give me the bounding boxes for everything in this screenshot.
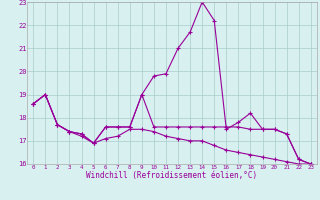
X-axis label: Windchill (Refroidissement éolien,°C): Windchill (Refroidissement éolien,°C) [86, 171, 258, 180]
